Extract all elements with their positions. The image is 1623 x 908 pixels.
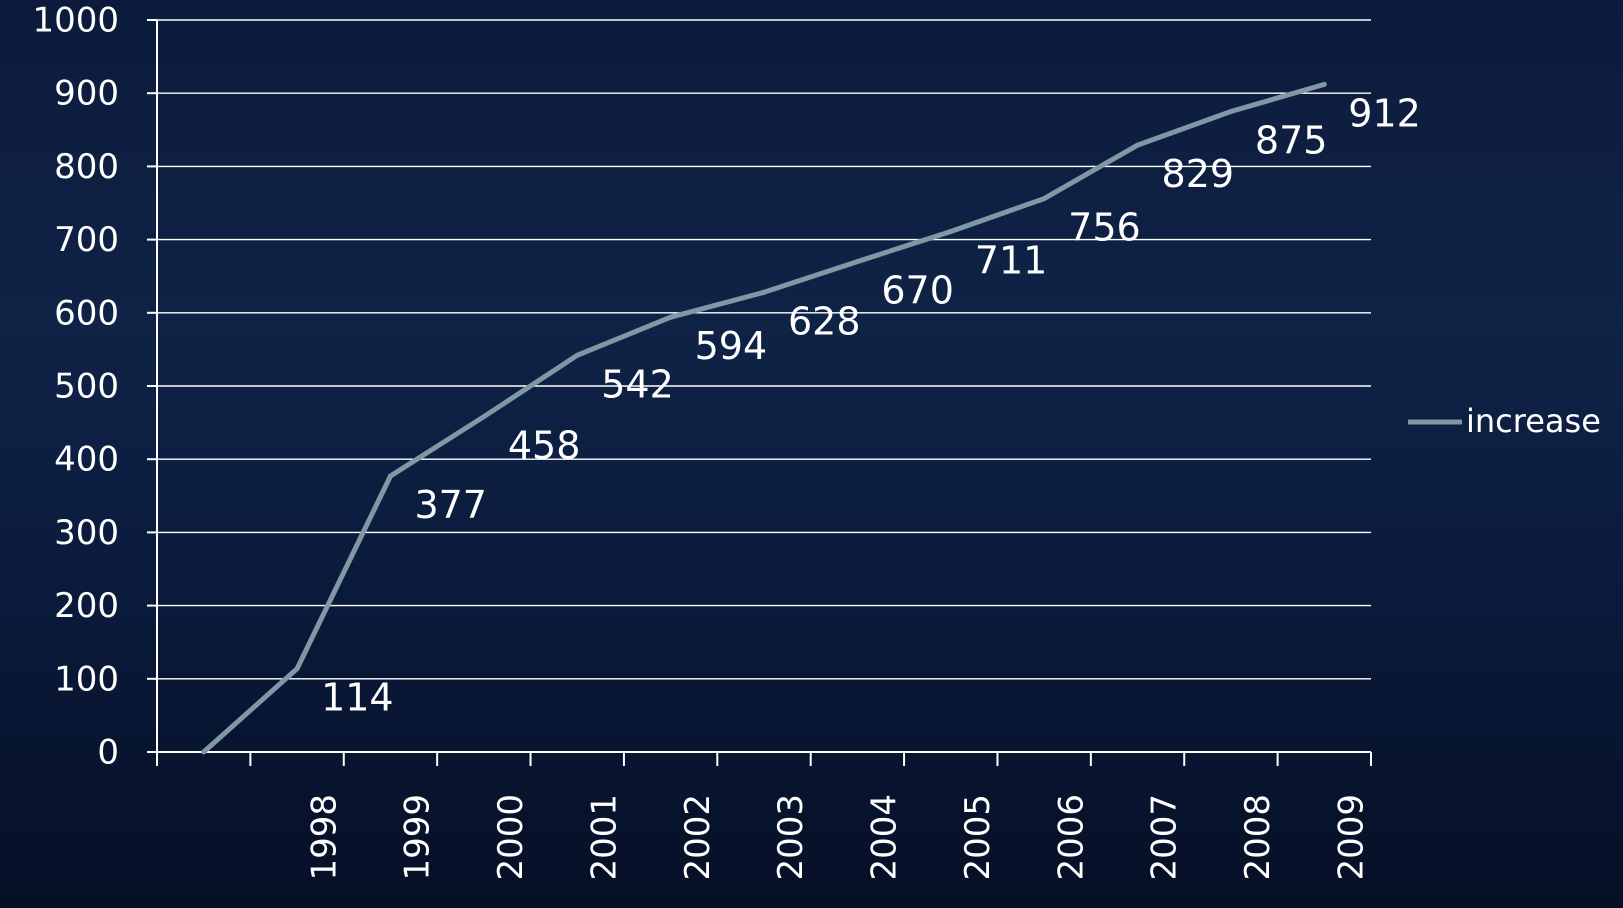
axes [147, 19, 1372, 766]
x-tick-label-2000: 2000 [491, 794, 531, 881]
series-lines [201, 81, 1327, 755]
data-point-2 [387, 473, 393, 479]
y-tick-label-100: 100 [54, 659, 119, 699]
x-tick-label-2008: 2008 [1238, 794, 1278, 881]
y-tick-label-200: 200 [54, 586, 119, 626]
y-tick-label-500: 500 [54, 367, 119, 407]
x-tick-label-2002: 2002 [678, 794, 718, 881]
y-axis-tick-labels: 0 100 200 300 400 500 600 700 800 900 1000 [32, 1, 119, 773]
x-tick-label-2003: 2003 [771, 794, 811, 881]
data-point-3 [481, 414, 487, 420]
y-tick-label-0: 0 [97, 733, 119, 773]
data-point-12 [1321, 81, 1327, 87]
data-label-114: 114 [321, 676, 394, 720]
x-axis-tick-labels: 1998 1999 2000 2001 2002 2003 2004 2005 2006 2007… [304, 794, 1371, 881]
legend-label-increase: increase [1466, 402, 1601, 440]
x-tick-label-2009: 2009 [1332, 794, 1372, 881]
x-tick-label-2004: 2004 [865, 794, 905, 881]
data-point-8 [948, 229, 954, 235]
x-tick-label-1999: 1999 [398, 794, 438, 881]
data-label-829: 829 [1162, 152, 1235, 196]
x-tick-label-2005: 2005 [958, 794, 998, 881]
data-label-912: 912 [1348, 91, 1421, 135]
legend: increase [1408, 402, 1601, 440]
x-tick-label-2007: 2007 [1145, 794, 1185, 881]
data-label-711: 711 [975, 239, 1048, 283]
data-point-7 [854, 259, 860, 265]
data-point-6 [761, 289, 767, 295]
data-label-756: 756 [1068, 206, 1141, 250]
data-label-875: 875 [1255, 119, 1328, 163]
data-point-9 [1041, 196, 1047, 202]
data-label-670: 670 [881, 269, 954, 313]
y-tick-label-600: 600 [54, 293, 119, 333]
data-label-542: 542 [601, 362, 674, 406]
data-point-10 [1135, 142, 1141, 148]
x-tick-label-1998: 1998 [304, 794, 344, 881]
data-point-1 [294, 666, 300, 672]
data-label-377: 377 [414, 483, 487, 527]
data-point-4 [574, 352, 580, 358]
data-point-0 [201, 749, 207, 755]
x-tick-label-2006: 2006 [1051, 794, 1091, 881]
data-label-594: 594 [695, 324, 768, 368]
data-point-5 [668, 314, 674, 320]
data-labels: 114 377 458 542 594 628 670 711 756 829 875 912 [321, 91, 1421, 719]
y-tick-label-800: 800 [54, 147, 119, 187]
data-label-458: 458 [508, 424, 581, 468]
data-point-11 [1228, 109, 1234, 114]
y-tick-label-700: 700 [54, 220, 119, 260]
y-tick-label-900: 900 [54, 74, 119, 114]
data-label-628: 628 [788, 299, 861, 343]
series-line-increase [202, 81, 1325, 754]
y-tick-label-1000: 1000 [32, 1, 119, 41]
x-tick-label-2001: 2001 [584, 794, 624, 881]
y-tick-label-400: 400 [54, 440, 119, 480]
gridlines [157, 19, 1371, 680]
y-tick-label-300: 300 [54, 513, 119, 553]
